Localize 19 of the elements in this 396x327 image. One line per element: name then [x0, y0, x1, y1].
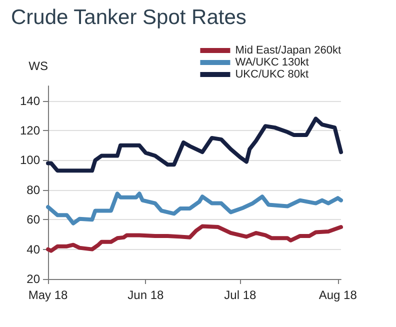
legend-label: WA/UKC 130kt: [235, 56, 309, 68]
y-axis-title: WS: [28, 59, 48, 73]
y-tick-label: 80: [26, 182, 40, 197]
x-tick-label: Jun 18: [128, 288, 164, 302]
y-tick-label: 100: [20, 153, 40, 168]
x-tick-label: Aug 18: [318, 288, 358, 302]
legend-label: Mid East/Japan 260kt: [235, 44, 342, 56]
legend-label: UKC/UKC 80kt: [235, 68, 309, 80]
y-tick-label: 20: [26, 272, 40, 286]
x-tick-label: Jul 18: [224, 288, 257, 302]
line-series: [46, 224, 343, 253]
y-tick-label: 40: [26, 242, 40, 256]
x-tick-label: May 18: [28, 288, 68, 302]
y-tick-label: 60: [26, 212, 40, 227]
line-series: [46, 192, 343, 226]
line-series: [46, 116, 343, 173]
y-tick-label: 140: [20, 94, 40, 108]
y-tick-label: 120: [20, 124, 40, 138]
chart-title: Crude Tanker Spot Rates: [11, 6, 246, 29]
